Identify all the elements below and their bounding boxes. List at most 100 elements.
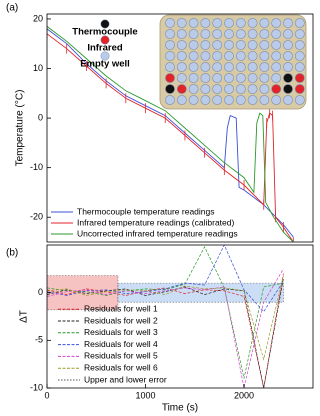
well: [188, 29, 199, 39]
series-line: [47, 273, 284, 388]
well: [176, 84, 187, 94]
well: [200, 73, 211, 83]
well: [212, 51, 223, 61]
well: [176, 18, 187, 28]
legend-label: Thermocouple temperature readings: [77, 206, 215, 216]
y-tick-label: -5: [35, 335, 43, 345]
well: [283, 18, 293, 28]
panel-label: (a): [6, 3, 18, 14]
x-tick-label: 2000: [234, 390, 254, 400]
well: [224, 62, 234, 72]
series-line: [47, 246, 284, 379]
legend-label: Residuals for well 3: [84, 327, 158, 337]
well: [235, 18, 246, 28]
series-line: [47, 28, 294, 238]
well: [259, 62, 270, 72]
well: [259, 18, 270, 28]
well: [235, 73, 246, 83]
well: [247, 73, 258, 83]
well: [212, 18, 223, 28]
inset-legend-label: Thermocouple: [72, 27, 137, 38]
well: [294, 51, 305, 61]
well: [235, 62, 246, 72]
well: [294, 62, 305, 72]
well: [176, 29, 187, 39]
inset-legend-dot: [100, 19, 110, 29]
well: [212, 40, 223, 50]
well: [294, 73, 305, 83]
series-line: [47, 278, 284, 388]
well: [271, 62, 282, 72]
well: [259, 95, 270, 105]
well: [259, 29, 270, 39]
well: [165, 51, 175, 61]
well: [283, 95, 293, 105]
x-axis-label: Time (s): [162, 403, 198, 414]
legend-label: Residuals for well 6: [84, 362, 158, 372]
legend-label: Upper and lower error: [84, 374, 167, 384]
well: [200, 51, 211, 61]
legend-label: Residuals for well 5: [84, 351, 158, 361]
well: [259, 84, 270, 94]
legend-label: Residuals for well 1: [84, 303, 158, 313]
well: [188, 62, 199, 72]
well: [247, 40, 258, 50]
well: [188, 73, 199, 83]
well: [247, 95, 258, 105]
well: [259, 73, 270, 83]
y-tick-label: 10: [33, 63, 43, 73]
well: [176, 73, 187, 83]
inset-legend-dot: [100, 51, 110, 61]
y-axis-label: ΔT: [19, 310, 30, 323]
y-tick-label: -20: [30, 212, 43, 222]
well: [294, 40, 305, 50]
well: [271, 51, 282, 61]
well: [176, 95, 187, 105]
inset-legend-label: Infrared: [87, 43, 123, 54]
y-tick-label: 20: [33, 13, 43, 23]
well: [259, 51, 270, 61]
well: [165, 95, 175, 105]
well: [165, 62, 175, 72]
plot-area: [47, 245, 284, 388]
well: [283, 51, 293, 61]
series-line: [47, 33, 294, 242]
inset-legend-label: Empty well: [80, 59, 130, 70]
x-tick-label: 1000: [136, 390, 156, 400]
legend-label: Infrared temperature readings (calibrate…: [77, 217, 234, 227]
well: [283, 73, 293, 83]
well: [224, 40, 234, 50]
well: [200, 84, 211, 94]
legend-label: Residuals for well 4: [84, 339, 158, 349]
well: [283, 40, 293, 50]
well: [165, 18, 175, 28]
well: [212, 73, 223, 83]
well: [200, 29, 211, 39]
well: [283, 84, 293, 94]
well: [200, 95, 211, 105]
well: [200, 18, 211, 28]
legend-label: Residuals for well 2: [84, 315, 158, 325]
y-axis-label: Temperature (°C): [15, 90, 26, 167]
well: [224, 51, 234, 61]
well: [165, 40, 175, 50]
well: [283, 29, 293, 39]
well: [235, 51, 246, 61]
well: [294, 84, 305, 94]
well: [212, 62, 223, 72]
well: [188, 84, 199, 94]
well: [247, 29, 258, 39]
well: [188, 51, 199, 61]
plot-frame: [46, 244, 314, 389]
well: [176, 40, 187, 50]
well: [283, 62, 293, 72]
well: [235, 84, 246, 94]
well: [224, 73, 234, 83]
well: [165, 84, 175, 94]
legend-label: Uncorrected infrared temperature reading…: [77, 228, 238, 238]
plot-frame: [46, 13, 314, 243]
well: [247, 62, 258, 72]
series-line: [47, 245, 284, 313]
y-tick-label: 0: [38, 112, 43, 122]
